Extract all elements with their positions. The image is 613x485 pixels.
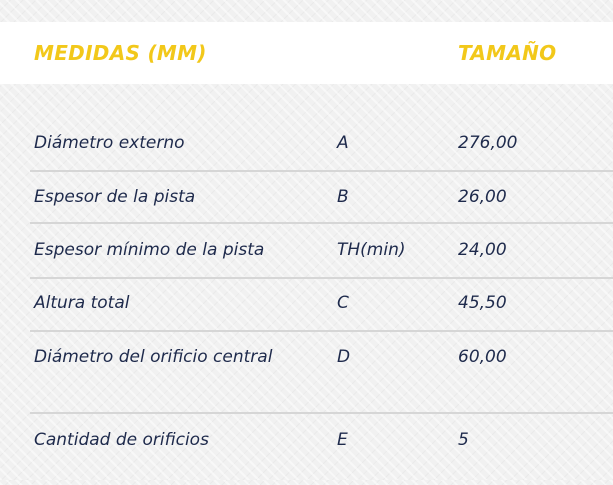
row-name: Cantidad de orificios: [34, 430, 209, 450]
table-row: Diámetro del orificio central D 60,00: [30, 342, 613, 414]
table-row: Espesor mínimo de la pista TH(min) 24,00: [30, 235, 613, 279]
row-name: Diámetro externo: [34, 133, 185, 153]
row-value: 276,00: [458, 133, 518, 153]
row-value: 5: [458, 430, 469, 450]
row-code: TH(min): [337, 240, 406, 260]
row-name: Espesor mínimo de la pista: [34, 240, 265, 260]
row-code: C: [337, 293, 349, 313]
row-code: B: [337, 187, 349, 207]
row-code: E: [337, 430, 348, 450]
row-code: A: [337, 133, 349, 153]
header-size: TAMAÑO: [458, 41, 557, 65]
row-value: 60,00: [458, 347, 507, 367]
table-row: Cantidad de orificios E 5: [30, 425, 613, 485]
row-value: 26,00: [458, 187, 507, 207]
row-code: D: [337, 347, 351, 367]
row-name: Altura total: [34, 293, 130, 313]
row-value: 45,50: [458, 293, 507, 313]
table-row: Espesor de la pista B 26,00: [30, 182, 613, 224]
table-row: Diámetro externo A 276,00: [30, 128, 613, 172]
row-name: Espesor de la pista: [34, 187, 196, 207]
header-measure: MEDIDAS (MM): [34, 41, 207, 65]
table-header: MEDIDAS (MM) TAMAÑO: [0, 22, 613, 84]
row-name: Diámetro del orificio central: [34, 347, 273, 367]
table-row: Altura total C 45,50: [30, 288, 613, 332]
row-value: 24,00: [458, 240, 507, 260]
